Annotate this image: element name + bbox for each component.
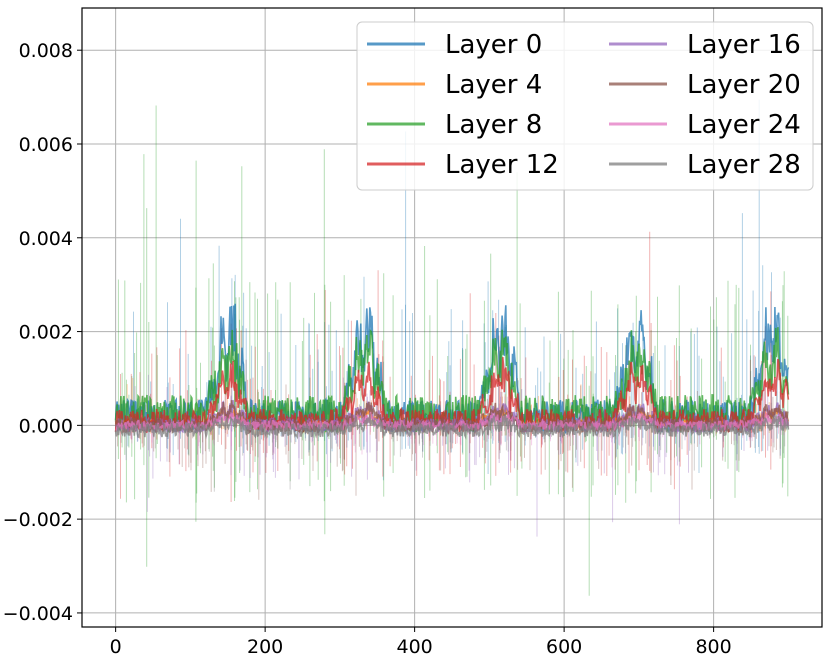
legend-box [356, 21, 814, 191]
x-tick-label: 400 [396, 636, 432, 658]
legend-label: Layer 24 [687, 110, 801, 140]
legend-label: Layer 4 [445, 70, 542, 100]
x-tick-label: 600 [546, 636, 582, 658]
x-tick-label: 0 [110, 636, 122, 658]
legend-label: Layer 16 [687, 30, 801, 60]
legend: Layer 0 Layer 4 Layer 8 Layer 12 Layer 16 Lay… [356, 21, 814, 191]
y-tick-label: 0.000 [19, 415, 73, 437]
y-tick-label: −0.004 [3, 603, 73, 625]
y-tick-label: 0.008 [19, 40, 73, 62]
y-tick-label: 0.004 [19, 228, 73, 250]
plot-frame [81, 7, 823, 628]
legend-label: Layer 12 [445, 150, 559, 180]
series-line-7 [114, 413, 790, 440]
legend-label: Layer 8 [445, 110, 542, 140]
series-lines [114, 303, 790, 440]
y-tick-label: 0.002 [19, 322, 73, 344]
axis-ticks: 0 200 400 600 800 −0.004 −0.002 0.000 0.002 0.004… [3, 40, 732, 658]
x-tick-label: 800 [695, 636, 731, 658]
y-tick-label: −0.002 [3, 509, 73, 531]
legend-label: Layer 20 [687, 70, 801, 100]
legend-label: Layer 0 [445, 30, 542, 60]
y-tick-label: 0.006 [19, 134, 73, 156]
legend-label: Layer 28 [687, 150, 801, 180]
x-tick-label: 200 [247, 636, 283, 658]
